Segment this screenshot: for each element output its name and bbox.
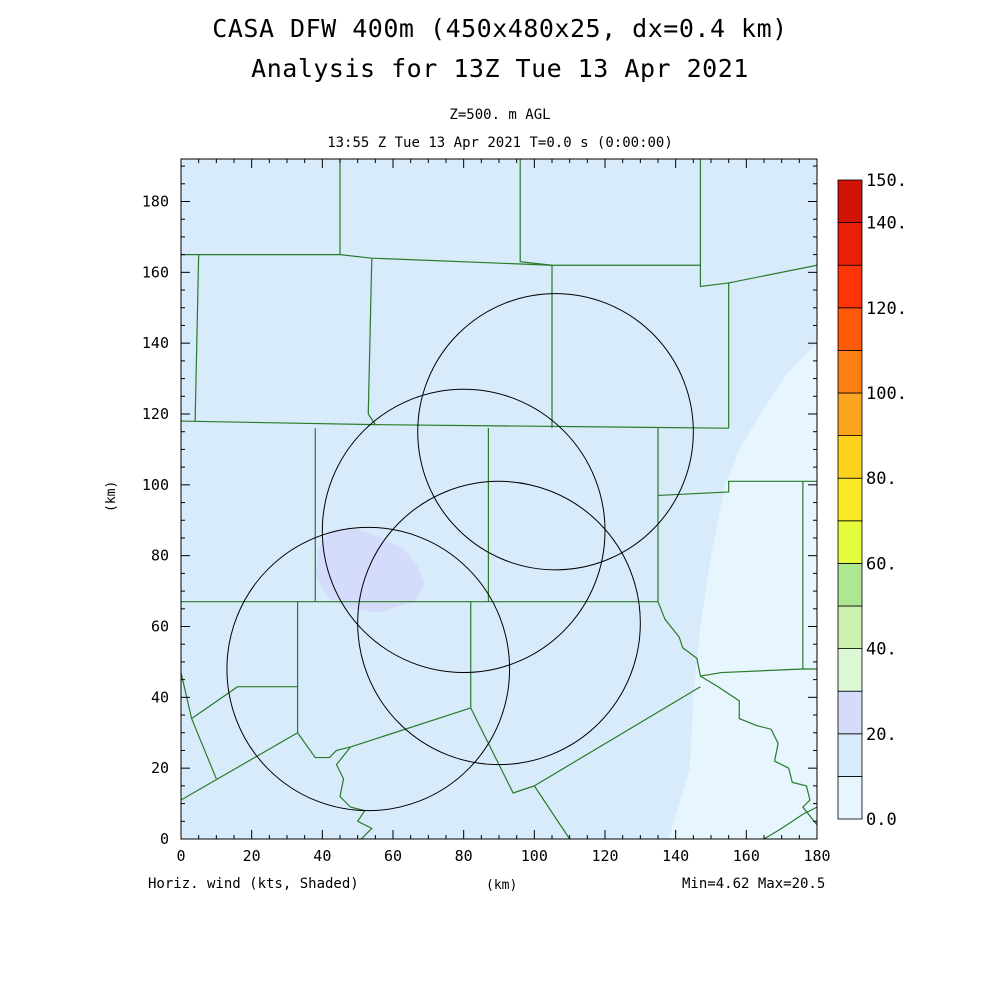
x-tick-label: 120 [591,847,618,865]
county-boundary [699,264,817,288]
x-tick-label: 160 [733,847,760,865]
radar-range-ring [321,388,606,674]
colorbar-label: 20. [866,725,897,745]
colorbar-swatch [837,733,863,777]
min-max-label: Min=4.62 Max=20.5 [682,876,826,892]
county-boundary [181,420,376,426]
colorbar-label: 150. [866,171,907,191]
county-boundary [534,686,701,787]
x-tick-label: 100 [521,847,548,865]
colorbar-swatch [837,179,863,223]
x-tick-label: 80 [455,847,473,865]
x-tick-label: 0 [176,847,185,865]
y-tick-label: 0 [160,830,169,848]
colorbar-swatch [837,222,863,266]
y-tick-label: 120 [142,405,169,423]
colorbar-label: 100. [866,384,907,404]
colorbar-swatch [837,605,863,649]
colorbar-swatch [837,392,863,436]
colorbar-swatch [837,477,863,522]
colorbar-label: 120. [866,299,907,319]
level-label: Z=500. m AGL [449,107,551,123]
county-boundary [657,480,817,497]
county-boundary [375,424,729,429]
wind-region-0-10 [668,343,817,839]
colorbar-swatch [837,520,863,564]
county-boundary [657,601,817,677]
county-boundary [519,159,553,266]
field-label: Horiz. wind (kts, Shaded) [148,876,359,892]
colorbar-swatch [837,563,863,607]
x-tick-label: 180 [803,847,830,865]
colorbar-label: 140. [866,214,907,234]
county-boundary [763,806,817,839]
colorbar-swatch [837,690,863,735]
y-tick-label: 140 [142,334,169,352]
y-tick-label: 100 [142,476,169,494]
colorbar-swatch [837,349,863,394]
chart-title: CASA DFW 400m (450x480x25, dx=0.4 km) [212,14,788,43]
colorbar-swatch [837,648,863,692]
colorbar-label: 0.0 [866,810,897,830]
county-boundary [335,746,373,839]
y-tick-label: 20 [151,759,169,777]
time-label: 13:55 Z Tue 13 Apr 2021 T=0.0 s (0:00:00… [327,135,673,151]
radar-range-ring [417,293,694,571]
x-tick-label: 20 [243,847,261,865]
y-tick-label: 160 [142,263,169,281]
county-boundary [533,785,571,839]
county-boundary [194,254,200,422]
colorbar-swatch [837,264,863,309]
county-boundary [371,257,553,266]
wind-region-20-30 [315,527,425,613]
colorbar-swatch [837,776,863,820]
radar-range-ring [357,480,641,766]
y-tick-label: 40 [151,688,169,706]
y-tick-label: 180 [142,193,169,211]
x-tick-label: 40 [313,847,331,865]
colorbar-label: 80. [866,469,897,489]
chart-subtitle: Analysis for 13Z Tue 13 Apr 2021 [251,54,749,83]
y-tick-label: 60 [151,618,169,636]
x-tick-label: 140 [662,847,689,865]
county-boundary [181,254,372,259]
county-boundary [297,707,471,759]
county-boundary [181,732,298,801]
colorbar-swatch [837,307,863,351]
y-tick-label: 80 [151,547,169,565]
radar-range-ring [226,526,511,812]
county-boundary [700,675,817,826]
x-tick-label: 60 [384,847,402,865]
colorbar-label: 40. [866,640,897,660]
county-boundary [367,258,376,425]
county-boundary [191,686,298,720]
county-boundary [470,707,535,794]
x-axis-label: (km) [486,878,518,893]
colorbar-label: 60. [866,554,897,574]
colorbar-swatch [837,435,863,479]
